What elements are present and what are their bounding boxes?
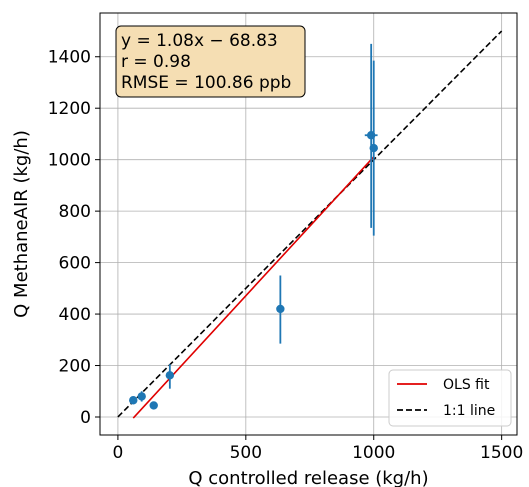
data-marker (129, 396, 138, 405)
y-tick-label: 1400 (48, 48, 91, 68)
legend-label-identity-line: 1:1 line (443, 403, 495, 419)
y-tick-label: 800 (59, 202, 91, 222)
data-marker (276, 304, 285, 314)
x-axis-label: Q controlled release (kg/h) (188, 468, 428, 487)
rmse-value: RMSE = 100.86 ppb (121, 73, 291, 93)
x-tick-label: 0 (112, 443, 123, 463)
data-marker (165, 371, 175, 380)
data-point (364, 43, 378, 228)
stats-annotation-box (115, 25, 306, 98)
legend-label-ols-fit: OLS fit (443, 377, 490, 393)
data-point (149, 401, 158, 410)
y-tick-label: 1000 (48, 151, 91, 171)
axis-ticks: 0 500 1000 1500 0 200 400 600 800 1000 1200 1400 (48, 48, 524, 463)
data-point (129, 396, 138, 405)
y-tick-label: 200 (59, 357, 91, 377)
fit-equation: y = 1.08x − 68.83 (121, 31, 278, 51)
data-point (165, 364, 175, 389)
identity-line (117, 30, 503, 418)
data-point (369, 60, 378, 236)
y-tick-label: 1200 (48, 99, 91, 119)
stats-annotation: y = 1.08x − 68.83 r = 0.98 RMSE = 100.86… (115, 25, 306, 98)
correlation-value: r = 0.98 (121, 52, 191, 72)
plot-frame (99, 12, 518, 436)
y-tick-label: 600 (59, 254, 91, 274)
data-point (276, 275, 285, 344)
data-points (129, 43, 378, 410)
data-point (137, 391, 146, 402)
x-tick-label: 1000 (352, 443, 395, 463)
y-tick-label: 0 (80, 408, 91, 428)
legend: OLS fit 1:1 line (388, 369, 512, 427)
y-axis-label: Q MethaneAIR (kg/h) (11, 130, 32, 318)
x-tick-label: 1500 (480, 443, 523, 463)
data-marker (149, 401, 158, 410)
data-marker (137, 392, 146, 401)
y-tick-label: 400 (59, 305, 91, 325)
data-marker (369, 143, 378, 153)
x-tick-label: 500 (230, 443, 262, 463)
